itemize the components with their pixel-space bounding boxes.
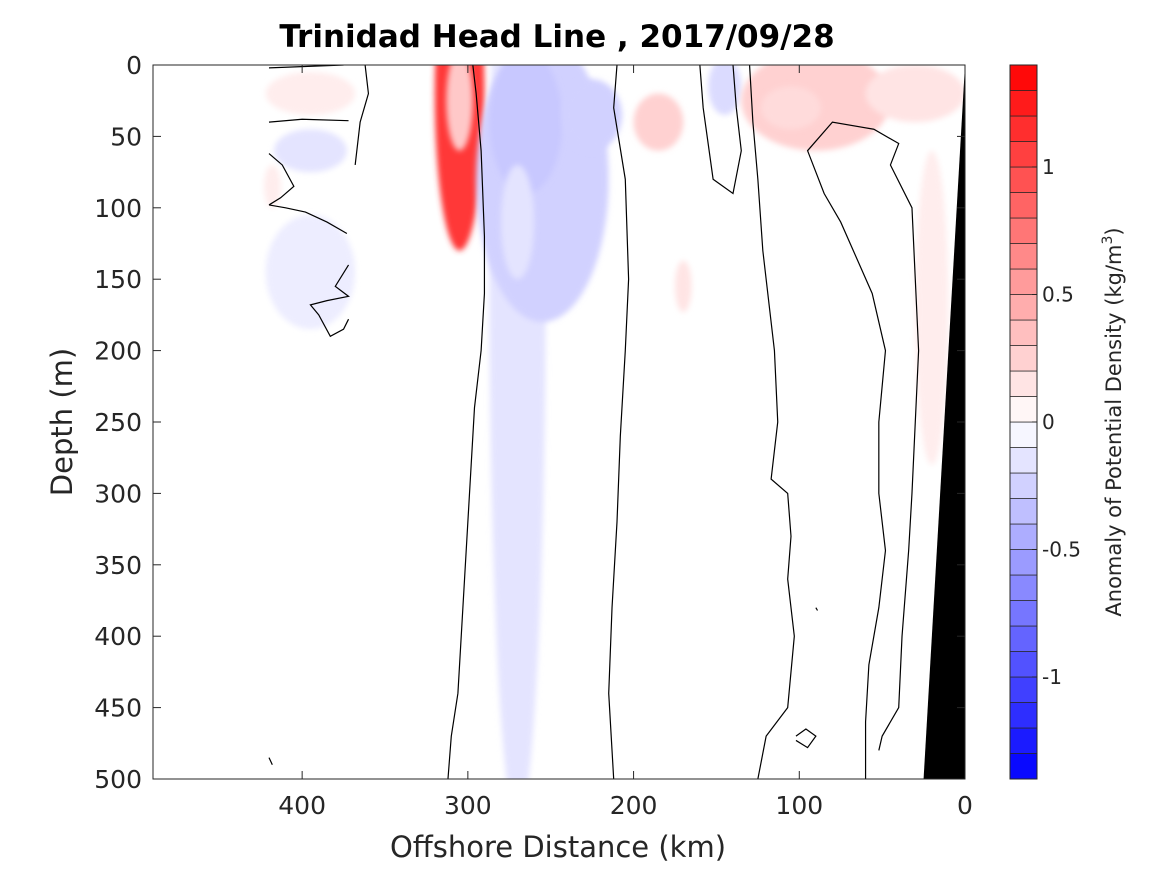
zero-contour [354, 65, 370, 166]
colorbar-segment [1009, 600, 1038, 627]
colorbar-segment [1009, 421, 1038, 448]
positive-anomaly [915, 150, 949, 465]
y-tick-label: 500 [94, 765, 142, 794]
colorbar-segment [1009, 447, 1038, 474]
positive-anomaly [446, 65, 473, 151]
zero-contour [268, 118, 349, 123]
colorbar-segment [1009, 192, 1038, 219]
zero-contour [795, 728, 817, 749]
colorbar: 1 0.5 0 -0.5 -1 [1009, 64, 1081, 780]
y-tick-label: 50 [110, 122, 142, 151]
negative-anomaly [500, 164, 535, 280]
colorbar-label-end: ) [1102, 227, 1126, 235]
seafloor-bathymetry [923, 65, 965, 779]
negative-anomaly [708, 65, 742, 115]
positive-anomaly [761, 86, 821, 130]
colorbar-segment [1009, 64, 1038, 91]
positive-anomaly [265, 72, 356, 115]
zero-contour [309, 264, 350, 338]
colorbar-segment [1009, 166, 1038, 193]
zero-contour [815, 607, 819, 611]
positive-anomaly [675, 260, 692, 313]
y-tick-label: 350 [94, 551, 142, 580]
y-tick-label: 250 [94, 408, 142, 437]
anomaly-fill-layer [264, 65, 965, 779]
x-tick-label: 0 [957, 791, 973, 820]
negative-anomaly [265, 214, 356, 330]
y-tick-label: 200 [94, 337, 142, 366]
chart-title: Trinidad Head Line , 2017/09/28 [279, 19, 834, 55]
y-tick-label: 450 [94, 694, 142, 723]
colorbar-segment [1009, 523, 1038, 550]
zero-contour [699, 65, 742, 195]
colorbar-segment [1009, 472, 1038, 499]
colorbar-segment [1009, 370, 1038, 397]
zero-contour [268, 204, 348, 235]
colorbar-segment [1009, 753, 1038, 780]
colorbar-segment [1009, 141, 1038, 168]
colorbar-segment [1009, 217, 1038, 244]
x-axis-label: Offshore Distance (km) [390, 830, 726, 864]
x-tick-label: 200 [610, 791, 658, 820]
positive-anomaly [865, 65, 965, 123]
colorbar-label-superscript: 3 [1100, 236, 1116, 245]
zero-contour [268, 757, 273, 765]
colorbar-segment [1009, 498, 1038, 525]
positive-anomaly [264, 164, 281, 208]
y-axis-label: Depth (m) [45, 348, 79, 496]
y-axis: 0 50 100 150 200 250 300 350 400 450 500 [94, 51, 965, 794]
y-tick-label: 300 [94, 479, 142, 508]
colorbar-segment [1009, 90, 1038, 117]
x-tick-label: 400 [278, 791, 326, 820]
colorbar-segment [1009, 651, 1038, 678]
x-axis: 400 300 200 100 0 [278, 65, 973, 820]
y-tick-label: 150 [94, 265, 142, 294]
colorbar-label: Anomaly of Potential Density (kg/m3) [1100, 227, 1126, 616]
colorbar-segment [1009, 319, 1038, 346]
zero-contour-layer [268, 65, 920, 779]
y-tick-label: 0 [126, 51, 142, 80]
zero-contour [748, 65, 795, 779]
colorbar-segment [1009, 243, 1038, 270]
colorbar-segment [1009, 345, 1038, 372]
colorbar-segment [1009, 702, 1038, 729]
negative-anomaly [273, 129, 347, 173]
colorbar-segment [1009, 294, 1038, 321]
colorbar-tick-label: -1 [1042, 665, 1062, 689]
colorbar-segment [1009, 727, 1038, 754]
colorbar-segment [1009, 268, 1038, 295]
y-tick-label: 100 [94, 194, 142, 223]
colorbar-tick-label: 1 [1042, 155, 1055, 179]
x-tick-label: 300 [444, 791, 492, 820]
colorbar-segment [1009, 549, 1038, 576]
negative-anomaly [562, 79, 622, 151]
zero-contour [806, 121, 920, 779]
colorbar-tick-label: 0.5 [1042, 283, 1074, 307]
zero-contour [447, 65, 486, 779]
colorbar-segment [1009, 625, 1038, 652]
seafloor-layer [923, 65, 965, 779]
zero-contour [608, 65, 630, 779]
colorbar-tick-label: 0 [1042, 410, 1055, 434]
colorbar-segment [1009, 676, 1038, 703]
negative-anomaly [489, 65, 563, 194]
colorbar-label-main: Anomaly of Potential Density (kg/m [1102, 245, 1126, 617]
colorbar-tick-label: -0.5 [1042, 538, 1081, 562]
colorbar-segment [1009, 574, 1038, 601]
positive-anomaly [633, 93, 684, 151]
x-tick-label: 100 [775, 791, 823, 820]
colorbar-segment [1009, 115, 1038, 142]
colorbar-segment [1009, 396, 1038, 423]
y-tick-label: 400 [94, 622, 142, 651]
zero-contour [268, 153, 295, 206]
